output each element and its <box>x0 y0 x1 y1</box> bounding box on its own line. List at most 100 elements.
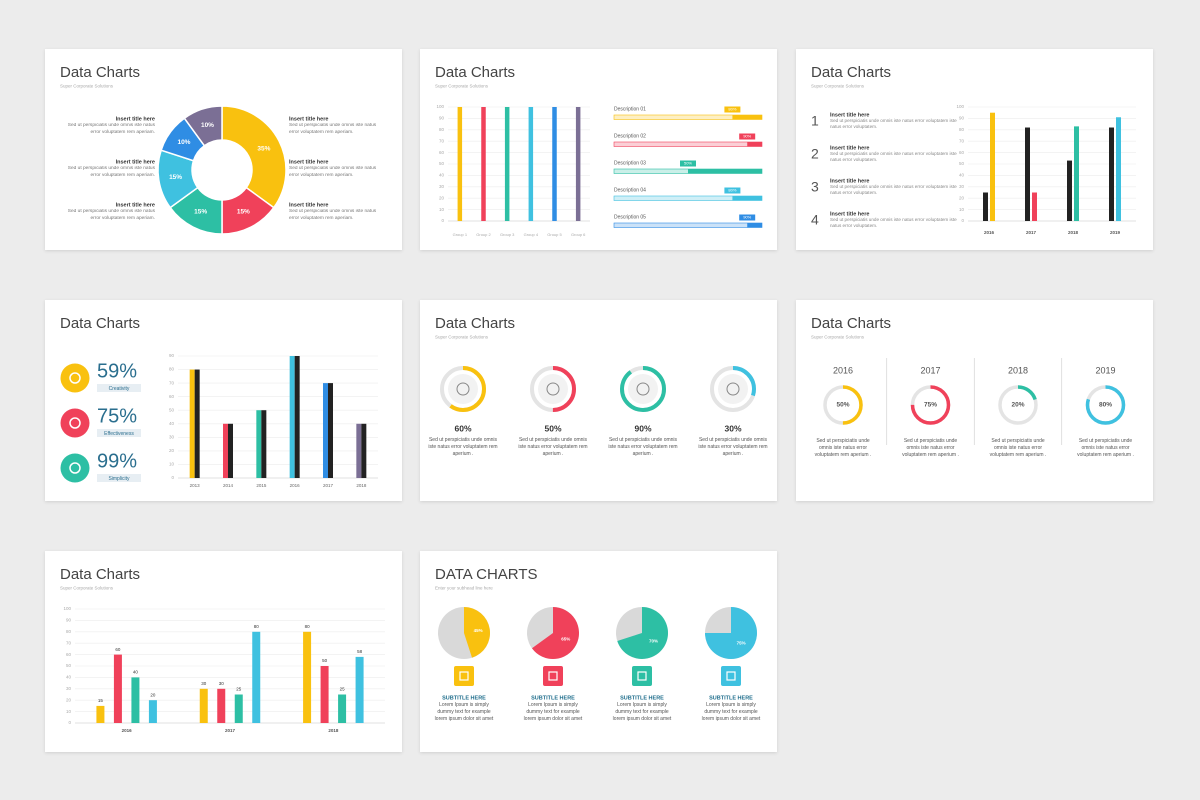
pie-slice <box>464 607 490 658</box>
bar <box>320 666 329 723</box>
text-block: Sed ut perspiciatis unde omnis iste natu… <box>830 217 957 228</box>
bar <box>194 369 200 478</box>
progress-label: Description 01 <box>614 106 646 112</box>
y-tick-label: 100 <box>436 104 444 109</box>
slide: DATA CHARTS Enter your subhead line here 4… <box>420 551 777 752</box>
data-label: 30 <box>201 681 207 686</box>
kpi-icon <box>60 363 90 393</box>
icon-tile <box>454 666 474 686</box>
progress-bar <box>614 223 748 228</box>
gauge-value: 50% <box>544 423 561 433</box>
gauge-glyph <box>726 382 740 396</box>
data-label: 50 <box>322 658 328 663</box>
data-label: 10% <box>177 139 190 146</box>
slide: Data Charts Super Corporate Solutions 0 10 2… <box>45 551 402 752</box>
bar <box>261 410 267 478</box>
y-tick-label: 90 <box>66 618 72 623</box>
year-label: 2016 <box>833 365 853 375</box>
text-block: Sed ut perspiciatis unde omnis iste natu… <box>990 438 1047 458</box>
progress-end <box>747 223 762 228</box>
year-label: 2017 <box>920 365 940 375</box>
value-tag <box>724 106 741 113</box>
y-tick-label: 100 <box>63 606 71 611</box>
y-tick-label: 0 <box>171 475 174 480</box>
x-tick-label: 2015 <box>256 483 267 488</box>
bar <box>361 423 367 478</box>
kpi-label: Creativity <box>109 386 130 392</box>
x-tick-label: 2016 <box>984 230 995 235</box>
y-tick-label: 90 <box>169 353 175 358</box>
slide-title: Data Charts <box>435 315 515 332</box>
paragraph: Sed ut perspiciatis unde omnis iste natu… <box>67 123 155 135</box>
slide: Data Charts Super Corporate Solutions 1 Ins… <box>796 49 1153 250</box>
y-tick-label: 50 <box>959 161 965 166</box>
kpi-value: 59% <box>97 360 137 382</box>
progress-label: Description 02 <box>614 133 646 139</box>
paragraph: Sed ut perspiciatis unde omnis iste natu… <box>67 166 155 178</box>
gauge-center <box>718 374 748 404</box>
year-label: 2019 <box>1095 365 1115 375</box>
icon-glyph <box>726 671 736 681</box>
text-block: Sed ut perspiciatis unde omnis iste natu… <box>289 209 377 221</box>
pie-slice <box>705 607 757 659</box>
slide-title: Data Charts <box>60 566 140 583</box>
y-tick-label: 70 <box>959 138 965 143</box>
data-label: 58 <box>357 649 363 654</box>
paragraph: Sed ut perspiciatis unde omnis iste natu… <box>289 209 377 221</box>
text-block: Sed ut perspiciatis unde omnis iste natu… <box>67 166 155 178</box>
progress-bar <box>614 196 733 201</box>
text-block: Sed ut perspiciatis unde omnis iste natu… <box>830 151 957 162</box>
slide-background <box>796 49 1153 250</box>
x-tick-label: 2018 <box>1068 230 1079 235</box>
data-label: 40 <box>133 670 139 675</box>
slide-title: Data Charts <box>811 315 891 332</box>
x-tick-label: 2018 <box>328 728 339 733</box>
paragraph: Sed ut perspiciatis unde omnis iste natu… <box>67 209 155 221</box>
x-tick-label: 2017 <box>1026 230 1037 235</box>
y-tick-label: 30 <box>959 184 965 189</box>
data-label: 15% <box>237 209 250 216</box>
paragraph: Lorem Ipsum is simply dummy text for exa… <box>434 702 494 722</box>
text-block: Sed ut perspiciatis unde omnis iste natu… <box>815 438 872 458</box>
text-block: Sed ut perspiciatis unde omnis iste natu… <box>1077 438 1134 458</box>
x-tick-label: 2017 <box>225 728 236 733</box>
gauge-glyph <box>636 382 650 396</box>
gauge-arc <box>440 366 486 412</box>
note-title: Insert title here <box>289 159 328 165</box>
y-tick-label: 80 <box>169 367 175 372</box>
bar <box>113 654 122 723</box>
y-tick-label: 50 <box>169 407 175 412</box>
bar <box>355 656 364 723</box>
slide-title: DATA CHARTS <box>435 566 538 583</box>
gauge-center <box>538 374 568 404</box>
y-tick-label: 40 <box>66 675 72 680</box>
bar <box>148 700 157 723</box>
value-tag <box>724 187 741 194</box>
data-label: 30 <box>219 681 225 686</box>
y-tick-label: 0 <box>68 720 71 725</box>
y-tick-label: 80 <box>66 629 72 634</box>
bar <box>294 356 300 478</box>
y-tick-label: 0 <box>441 218 444 223</box>
text-block: Sed ut perspiciatis unde omnis iste natu… <box>830 118 957 129</box>
x-tick-label: Group 1 <box>453 232 468 237</box>
bar <box>552 107 557 221</box>
pie-subtitle: SUBTITLE HERE <box>531 695 575 701</box>
paragraph: Sed ut perspiciatis unde omnis iste natu… <box>289 123 377 135</box>
progress-label: Description 04 <box>614 187 646 193</box>
kpi-pill <box>97 429 141 437</box>
y-tick-label: 50 <box>439 161 445 166</box>
paragraph: Sed ut perspiciatis unde omnis iste natu… <box>518 437 588 457</box>
slide-title: Data Charts <box>811 64 891 81</box>
paragraph: Sed ut perspiciatis unde omnis iste natu… <box>1077 438 1134 458</box>
x-tick-label: 2014 <box>223 483 234 488</box>
slide: Data Charts Super Corporate Solutions 60% S… <box>420 300 777 501</box>
pie-subtitle: SUBTITLE HERE <box>709 695 753 701</box>
y-tick-label: 70 <box>439 138 445 143</box>
value-tag <box>680 160 696 167</box>
y-tick-label: 80 <box>439 127 445 132</box>
list-title: Insert title here <box>830 211 869 217</box>
data-label: 20 <box>150 692 156 697</box>
progress-end <box>747 142 762 147</box>
